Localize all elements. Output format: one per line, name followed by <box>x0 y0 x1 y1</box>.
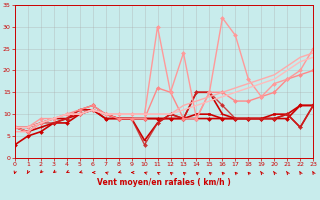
X-axis label: Vent moyen/en rafales ( km/h ): Vent moyen/en rafales ( km/h ) <box>97 178 231 187</box>
